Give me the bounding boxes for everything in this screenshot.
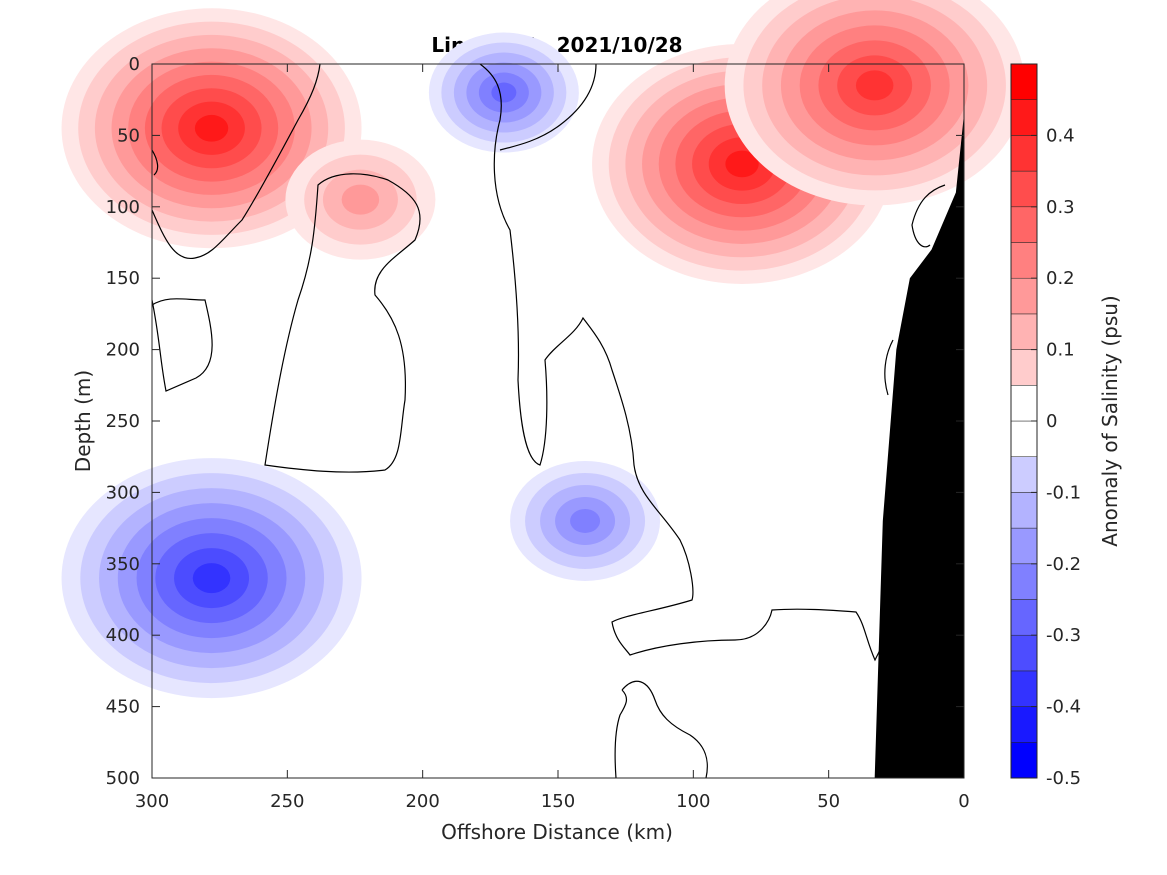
colorbar-band	[1010, 313, 1038, 350]
colorbar-tick-label: 0.2	[1046, 268, 1075, 289]
x-tick-label: 150	[541, 791, 575, 812]
anomaly-feature-surface-salty-patch-nearshore	[724, 0, 1025, 206]
x-tick-label: 0	[958, 791, 969, 812]
contour-band	[194, 114, 229, 142]
colorbar-band	[1010, 742, 1038, 779]
y-tick-label: 250	[106, 411, 140, 432]
contour-band	[570, 508, 601, 533]
y-tick-label: 500	[106, 768, 140, 789]
colorbar-band	[1010, 456, 1038, 493]
contour-band	[341, 184, 380, 215]
colorbar-band	[1010, 63, 1038, 100]
colorbar-tick-label: -0.3	[1046, 625, 1081, 646]
colorbar-band	[1010, 206, 1038, 243]
zero-contour-line	[151, 298, 213, 392]
zero-contour-line	[264, 173, 421, 473]
colorbar-band	[1010, 385, 1038, 422]
anomaly-feature-surface-salty-core-offshore	[61, 8, 362, 249]
colorbar-band	[1010, 170, 1038, 208]
zero-contours	[151, 63, 946, 779]
colorbar-band	[1010, 492, 1038, 529]
y-tick-label: 300	[106, 482, 140, 503]
colorbar-ticks: 0.4 0.3 0.2 0.1 0 -0.1 -0.2 -0.3 -0.4 -0.5	[1031, 125, 1081, 789]
anomaly-feature-deep-fresh-core	[61, 458, 362, 699]
x-tick-label: 250	[270, 791, 304, 812]
y-axis-title: Depth (m)	[71, 370, 95, 472]
colorbar-band	[1010, 634, 1038, 672]
x-axis-title: Offshore Distance (km)	[441, 820, 673, 844]
contour-band	[192, 563, 231, 594]
zero-contour-line	[479, 63, 881, 662]
y-tick-label: 450	[106, 697, 140, 718]
zero-contour-line	[151, 63, 321, 259]
x-axis: 300 250 200 150 100 50 0	[135, 64, 970, 812]
zero-contour-line	[614, 680, 708, 779]
zero-contour-line	[499, 63, 597, 151]
colorbar-band	[1010, 420, 1038, 457]
zero-contour-line	[884, 184, 946, 396]
y-tick-label: 100	[106, 197, 140, 218]
colorbar-band	[1010, 277, 1038, 315]
colorbar-band	[1010, 135, 1038, 172]
colorbar-tick-label: -0.4	[1046, 697, 1081, 718]
colorbar-bands	[1010, 63, 1038, 779]
colorbar-band	[1010, 670, 1038, 707]
y-tick-label: 400	[106, 625, 140, 646]
colorbar-title: Anomaly of Salinity (psu)	[1098, 295, 1122, 546]
y-tick-label: 50	[117, 125, 140, 146]
contour-band	[725, 150, 759, 178]
anomaly-feature-surface-fresh-core	[428, 32, 579, 153]
colorbar-band	[1010, 527, 1038, 565]
colorbar-band	[1010, 563, 1038, 600]
y-tick-label: 0	[129, 54, 140, 75]
colorbar-tick-label: -0.1	[1046, 482, 1081, 503]
colorbar-band	[1010, 599, 1038, 636]
plot-area	[61, 0, 1025, 779]
y-tick-label: 200	[106, 340, 140, 361]
colorbar-tick-label: 0.1	[1046, 340, 1075, 361]
colorbar-band	[1010, 99, 1038, 136]
colorbar-band	[1010, 706, 1038, 743]
contour-band	[855, 70, 894, 101]
x-tick-label: 50	[817, 791, 840, 812]
contour-band	[491, 82, 517, 103]
x-tick-label: 100	[676, 791, 710, 812]
colorbar-tick-label: -0.5	[1046, 768, 1081, 789]
anomaly-feature-deep-fresh-patch	[510, 460, 661, 581]
colorbar-tick-label: 0	[1046, 411, 1057, 432]
colorbar: 0.4 0.3 0.2 0.1 0 -0.1 -0.2 -0.3 -0.4 -0.5	[1010, 63, 1081, 789]
y-axis: 0 50 100 150 200 250 300 350 400 450 500	[106, 54, 964, 789]
colorbar-tick-label: -0.2	[1046, 554, 1081, 575]
colorbar-band	[1010, 242, 1038, 279]
colorbar-tick-label: 0.3	[1046, 197, 1075, 218]
continental-shelf	[874, 113, 964, 779]
anomaly-field	[61, 0, 1025, 699]
x-tick-label: 300	[135, 791, 169, 812]
y-tick-label: 350	[106, 554, 140, 575]
y-tick-label: 150	[106, 268, 140, 289]
colorbar-tick-label: 0.4	[1046, 125, 1075, 146]
x-tick-label: 200	[405, 791, 439, 812]
colorbar-band	[1010, 349, 1038, 386]
